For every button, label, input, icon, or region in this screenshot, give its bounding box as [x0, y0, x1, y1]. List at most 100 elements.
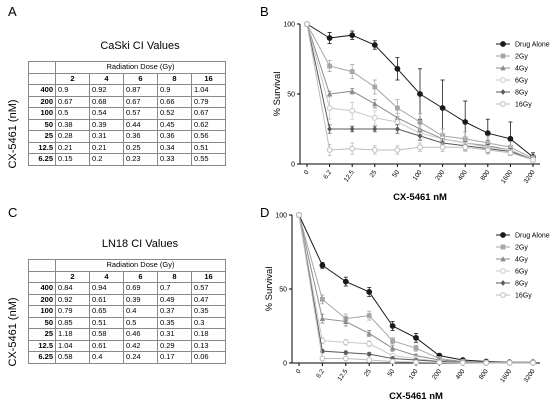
data-point: [439, 105, 446, 111]
table-cell: 0.34: [157, 141, 192, 154]
table-a-title: CaSki CI Values: [100, 40, 180, 52]
panel-letter-a: A: [8, 4, 17, 19]
data-point: [366, 313, 372, 319]
table-row: 200 0.67 0.68 0.67 0.66 0.79: [28, 95, 226, 108]
legend-entry: 2Gy: [515, 54, 528, 61]
legend-marker: [500, 77, 506, 83]
table-cell: 0.44: [123, 118, 158, 131]
legend-marker: [500, 53, 506, 59]
legend-entry: 16Gy: [515, 293, 532, 300]
data-point: [304, 21, 310, 27]
x-tick-label: 6.2: [315, 368, 326, 380]
data-point: [462, 119, 469, 125]
y-tick-label: 0: [291, 162, 295, 169]
x-tick-label: 0: [303, 169, 311, 176]
table-cell: 0.36: [157, 130, 192, 143]
x-axis-label: CX-5461 nM: [389, 391, 443, 402]
table-row: 6.25 0.58 0.4 0.24 0.17 0.06: [28, 351, 226, 364]
legend-marker: [500, 292, 506, 298]
table-row: 50 0.38 0.39 0.44 0.45 0.62: [28, 118, 226, 131]
legend-marker: [500, 101, 506, 107]
legend-marker: [500, 65, 506, 71]
x-tick-label: 1600: [499, 368, 513, 384]
data-point: [371, 147, 378, 153]
data-point: [366, 351, 372, 358]
legend-marker: [500, 41, 506, 47]
y-axis-label: % Survival: [264, 267, 275, 312]
data-point: [462, 144, 469, 151]
data-point: [349, 69, 355, 74]
table-column-header-row: 2 4 6 8 16: [28, 72, 226, 85]
panel-letter-b: B: [260, 4, 269, 19]
legend-entry: 16Gy: [515, 102, 532, 109]
data-point: [342, 355, 349, 362]
x-tick-label: 50: [391, 169, 401, 179]
table-row: 12.5 0.21 0.21 0.25 0.34 0.51: [28, 141, 226, 154]
table-cell: 0.06: [191, 351, 226, 364]
legend-entry: 8Gy: [515, 281, 528, 288]
series-drug-alone: [304, 21, 536, 162]
data-point: [366, 340, 373, 347]
data-point: [349, 145, 356, 152]
data-point: [413, 345, 419, 351]
data-point: [389, 345, 396, 351]
x-axis-label: CX-5461 nM: [393, 192, 447, 203]
y-axis-label: % Survival: [272, 72, 283, 117]
legend-marker: [500, 268, 506, 274]
data-point: [389, 323, 396, 329]
data-point: [349, 107, 356, 114]
table-row: 100 0.79 0.65 0.4 0.37 0.35: [28, 305, 226, 318]
data-point: [327, 126, 332, 132]
table-cell: 0.51: [191, 141, 226, 154]
legend-entry: 4Gy: [515, 66, 528, 73]
x-tick-label: 25: [363, 368, 373, 378]
data-point: [483, 359, 490, 366]
data-point: [394, 147, 401, 153]
data-point: [459, 359, 466, 366]
table-dose-header-row: Radiation Dose (Gy): [28, 259, 226, 272]
data-point: [349, 126, 355, 132]
data-point: [484, 147, 491, 153]
table-cell: 0.23: [123, 153, 158, 166]
legend-entry: 6Gy: [515, 269, 528, 276]
table-dose-header-row: Radiation Dose (Gy): [28, 61, 226, 74]
data-point: [349, 32, 356, 39]
data-point: [319, 355, 326, 362]
data-point: [417, 119, 423, 125]
data-point: [439, 144, 446, 151]
panel-letter-d: D: [260, 205, 270, 220]
legend-entry: 4Gy: [515, 257, 528, 264]
data-point: [343, 349, 349, 356]
x-tick-label: 50: [386, 368, 396, 378]
x-tick-label: 3200: [523, 368, 537, 384]
x-tick-label: 25: [369, 169, 379, 179]
table-cell: 0.62: [191, 118, 226, 131]
x-tick-label: 6.2: [322, 169, 333, 181]
data-point: [326, 105, 333, 111]
data-point: [327, 63, 332, 69]
data-point: [372, 84, 378, 90]
y-tick-label: 100: [283, 22, 295, 29]
legend-entry: 8Gy: [515, 90, 528, 97]
table-row: 400 0.9 0.92 0.87 0.9 1.04: [28, 84, 226, 97]
legend-entry: Drug Alone: [515, 233, 550, 240]
table-row-header: 50: [28, 118, 56, 131]
data-point: [296, 212, 302, 218]
data-point: [507, 149, 514, 156]
table-cell: 0.55: [191, 153, 226, 166]
ci-table-caski: Radiation Dose (Gy) 2 4 6 8 16 400 0.9 0.92 0.87 0…: [28, 61, 226, 166]
data-point: [326, 147, 333, 153]
legend-marker: [500, 232, 506, 238]
data-point: [390, 338, 395, 344]
y-tick-label: 100: [275, 213, 287, 220]
data-point: [372, 126, 378, 132]
legend-marker: [500, 256, 506, 262]
table-row: 6.25 0.15 0.2 0.23 0.33 0.55: [28, 153, 226, 166]
legend-entry: 6Gy: [515, 78, 528, 85]
data-point: [319, 315, 326, 321]
data-point: [417, 144, 423, 151]
data-point: [389, 358, 396, 365]
data-point: [530, 156, 536, 163]
